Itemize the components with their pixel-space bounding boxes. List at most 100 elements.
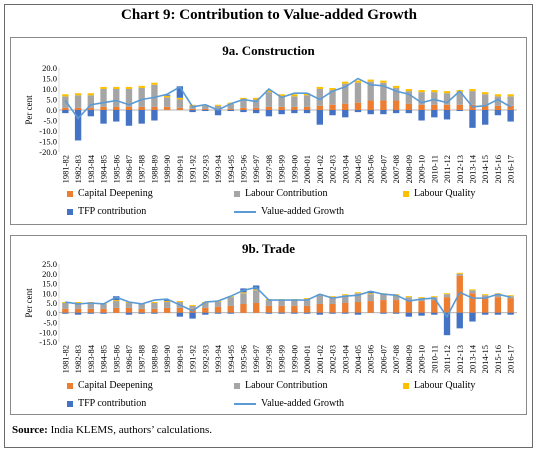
bar-tfp	[303, 110, 311, 114]
bar-labour	[227, 297, 234, 306]
construction-plot: Per cent 20.015.010.05.00.0-5.0-10.0-15.0…	[24, 63, 517, 183]
bar-quality	[342, 81, 349, 84]
bar-tfp	[303, 312, 311, 314]
bar-quality	[303, 298, 311, 300]
x-tick-label: 1993-94	[213, 154, 223, 183]
bar-quality	[329, 87, 336, 91]
bar-tfp	[113, 296, 120, 301]
bar-capital	[303, 106, 311, 110]
bar-quality	[482, 92, 489, 95]
legend-tfp-b: TFP contribution	[67, 398, 146, 409]
x-tick-label: 2008-09	[404, 155, 414, 183]
bar-labour	[62, 96, 69, 108]
bar-quality	[125, 86, 133, 89]
bar-capital	[163, 307, 171, 313]
bar-tfp	[418, 110, 425, 121]
legend-va: Value-added Growth	[234, 206, 344, 217]
x-tick-label: 2011-12	[442, 155, 452, 183]
bar-tfp	[278, 312, 285, 314]
legend-quality-b: Labour Quality	[403, 380, 475, 391]
y-axis-title: Per cent	[24, 288, 34, 318]
bar-capital	[507, 105, 514, 110]
y-tick-label: -10.0	[39, 327, 57, 337]
legend-va-b: Value-added Growth	[234, 398, 344, 409]
x-tick-label: 2001-02	[315, 155, 325, 183]
legend-swatch-capital-b	[67, 382, 73, 389]
panel-trade: 9b. Trade Per cent 25.0 20.0 15.0 10.0 5.0 0.0…	[10, 235, 527, 415]
bar-capital	[316, 105, 323, 110]
x-tick-label: 1991-92	[188, 345, 198, 373]
bar-capital	[342, 303, 349, 313]
x-tick-label: 2011-12	[442, 345, 452, 373]
x-tick-label: 1990-91	[175, 155, 185, 183]
bar-tfp	[469, 312, 476, 322]
bar-capital	[443, 104, 451, 110]
bar-labour	[507, 96, 514, 106]
bar-tfp	[176, 312, 184, 317]
bar-labour	[392, 295, 400, 301]
panel-construction: 9a. Construction Per cent 20.0 15.0 10.0 5.0…	[10, 37, 527, 225]
x-tick-label: 1994-95	[226, 345, 236, 373]
bar-labour	[342, 295, 349, 303]
bar-tfp	[482, 110, 489, 125]
x-tick-label: 1985-86	[111, 155, 121, 183]
bar-capital	[62, 107, 69, 110]
bar-capital	[367, 301, 374, 313]
bar-quality	[151, 82, 158, 85]
y-tick-label: -15.0	[39, 337, 57, 347]
bar-capital	[354, 102, 362, 110]
bar-labour	[151, 84, 158, 107]
y-tick-label: 25.0	[42, 259, 57, 269]
bar-labour	[494, 96, 502, 106]
x-tick-label: 2015-16	[493, 155, 503, 183]
bar-capital	[240, 107, 247, 110]
bar-labour	[418, 92, 425, 105]
bar-capital	[418, 301, 425, 313]
bar-capital	[151, 308, 158, 313]
bar-tfp	[113, 110, 120, 122]
x-tick-label: 1990-91	[175, 345, 185, 373]
bar-labour	[202, 303, 209, 308]
bar-tfp	[214, 312, 222, 314]
bar-labour	[405, 297, 413, 302]
bar-tfp	[380, 312, 387, 314]
bar-labour	[100, 89, 107, 107]
bar-quality	[214, 104, 222, 106]
bar-labour	[380, 294, 387, 301]
x-tick-label: 1984-85	[99, 345, 109, 373]
legend-label-va-b: Value-added Growth	[261, 398, 345, 409]
bar-capital	[163, 106, 171, 110]
x-tick-label: 2010-11	[429, 155, 439, 183]
bar-quality	[74, 302, 82, 303]
bar-capital	[494, 297, 502, 313]
bar-tfp	[87, 312, 94, 314]
x-tick-label: 2015-16	[493, 345, 503, 373]
bar-capital	[291, 106, 298, 110]
x-tick-label: 1993-94	[213, 344, 223, 373]
bar-quality	[163, 301, 171, 303]
bar-quality	[494, 94, 502, 97]
bar-capital	[316, 303, 323, 313]
bar-quality	[392, 85, 400, 88]
chart-frame	[4, 4, 533, 448]
bar-quality	[443, 91, 451, 94]
bar-tfp	[329, 312, 336, 314]
x-tick-label: 2002-03	[328, 155, 338, 183]
x-tick-label: 2003-04	[340, 344, 350, 373]
bar-tfp	[392, 312, 400, 314]
bar-labour	[253, 290, 260, 303]
bar-tfp	[367, 110, 374, 115]
bar-tfp	[151, 312, 158, 314]
bar-quality	[418, 90, 425, 93]
y-tick-label: 5.0	[46, 298, 57, 308]
bar-tfp	[138, 312, 145, 314]
legend-trade: Capital Deepening Labour Contribution La…	[11, 236, 528, 416]
x-tick-label: 1987-88	[137, 345, 147, 373]
bar-capital	[214, 306, 222, 313]
bar-labour	[354, 293, 362, 303]
bar-labour	[151, 303, 158, 309]
bar-tfp	[253, 110, 260, 114]
bar-tfp	[265, 312, 273, 314]
bar-quality	[316, 86, 323, 89]
bar-labour	[329, 297, 336, 304]
